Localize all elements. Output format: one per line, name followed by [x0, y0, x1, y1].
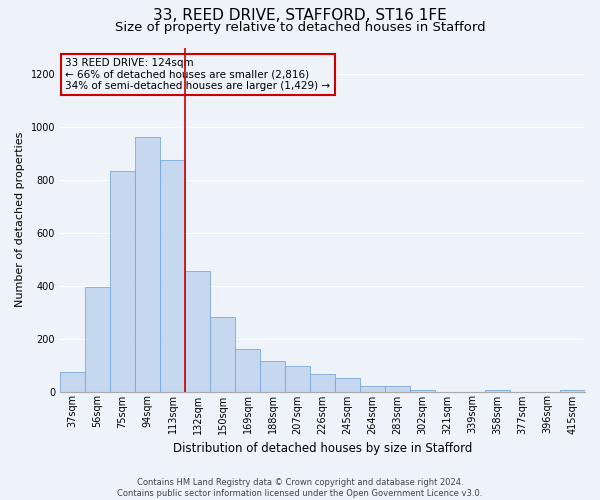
Bar	[160, 160, 185, 392]
Bar	[285, 366, 310, 392]
Bar	[260, 361, 285, 392]
Text: Contains HM Land Registry data © Crown copyright and database right 2024.
Contai: Contains HM Land Registry data © Crown c…	[118, 478, 482, 498]
Bar	[310, 374, 335, 392]
Bar	[360, 386, 385, 392]
Bar	[85, 287, 110, 392]
Text: Size of property relative to detached houses in Stafford: Size of property relative to detached ho…	[115, 21, 485, 34]
Bar	[560, 390, 585, 392]
Y-axis label: Number of detached properties: Number of detached properties	[15, 132, 25, 307]
Bar	[235, 349, 260, 392]
Text: 33 REED DRIVE: 124sqm
← 66% of detached houses are smaller (2,816)
34% of semi-d: 33 REED DRIVE: 124sqm ← 66% of detached …	[65, 58, 331, 91]
Bar	[135, 138, 160, 392]
Bar	[485, 390, 510, 392]
Bar	[385, 386, 410, 392]
Bar	[60, 372, 85, 392]
X-axis label: Distribution of detached houses by size in Stafford: Distribution of detached houses by size …	[173, 442, 472, 455]
Bar	[110, 170, 135, 392]
Bar	[410, 390, 435, 392]
Bar	[185, 271, 210, 392]
Text: 33, REED DRIVE, STAFFORD, ST16 1FE: 33, REED DRIVE, STAFFORD, ST16 1FE	[153, 8, 447, 22]
Bar	[210, 318, 235, 392]
Bar	[335, 378, 360, 392]
